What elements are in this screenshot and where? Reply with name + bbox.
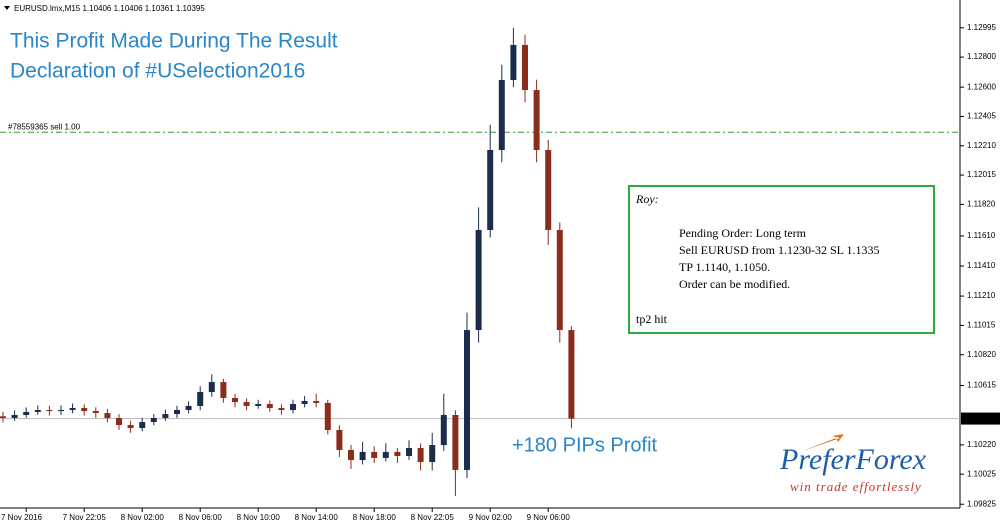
candle-body — [11, 414, 18, 418]
x-tick-label: 8 Nov 22:05 — [411, 513, 455, 522]
candle-body — [232, 397, 238, 403]
candle-body — [475, 229, 482, 331]
x-tick-label: 8 Nov 18:00 — [353, 513, 397, 522]
candle-body — [429, 445, 436, 463]
candle-body — [139, 422, 146, 429]
y-tick-label: 1.12600 — [967, 82, 996, 91]
candle-body — [69, 408, 76, 411]
y-tick-label: 1.11820 — [967, 200, 996, 209]
x-tick-label: 7 Nov 2016 — [1, 513, 42, 522]
candle-body — [313, 400, 320, 403]
candle-body — [533, 90, 540, 150]
order-label: #78559365 sell 1.00 — [8, 122, 81, 131]
candle-body — [498, 79, 505, 150]
x-tick-label: 9 Nov 06:00 — [527, 513, 571, 522]
x-tick-label: 8 Nov 10:00 — [237, 513, 281, 522]
y-tick-label: 1.11015 — [967, 320, 996, 329]
x-tick-label: 8 Nov 14:00 — [295, 513, 339, 522]
candle-body — [324, 402, 331, 430]
x-tick-label: 7 Nov 22:05 — [63, 513, 107, 522]
candle-body — [0, 416, 6, 418]
candle-body — [174, 410, 180, 415]
candle-body — [568, 330, 575, 419]
note-line: Sell EURUSD from 1.1230-32 SL 1.1335 — [679, 243, 880, 257]
logo-tagline: win trade effortlessly — [790, 479, 922, 494]
candle-body — [406, 448, 412, 456]
candle-body — [104, 413, 111, 418]
candle-body — [220, 382, 227, 398]
candle-body — [278, 408, 285, 411]
candle-body — [522, 44, 528, 91]
title-line: Declaration of #USelection2016 — [10, 60, 305, 83]
candle-body — [394, 451, 401, 456]
y-tick-label: 1.11210 — [967, 291, 996, 300]
note-line: Pending Order: Long term — [679, 226, 807, 240]
candle-body — [336, 429, 343, 450]
candle-body — [266, 403, 273, 409]
y-tick-label: 1.10820 — [967, 350, 996, 359]
candle-body — [46, 410, 53, 412]
candle-body — [92, 411, 99, 414]
candle-body — [116, 417, 122, 426]
x-tick-label: 9 Nov 02:00 — [469, 513, 513, 522]
candle-body — [440, 414, 447, 446]
candle-body — [371, 451, 378, 458]
candle-body — [127, 425, 134, 429]
candle-body — [487, 149, 494, 230]
candle-body — [382, 451, 389, 458]
candle-body — [452, 414, 459, 470]
y-tick-label: 1.10220 — [967, 440, 996, 449]
symbol-header: EURUSD.lmx,M15 1.10406 1.10406 1.10361 1… — [14, 4, 205, 13]
logo-arrow — [800, 434, 844, 452]
note-line: Order can be modified. — [679, 277, 790, 291]
candle-body — [255, 403, 262, 406]
title-line: This Profit Made During The Result — [10, 30, 338, 53]
candle-body — [185, 405, 192, 411]
candle-body — [58, 410, 64, 412]
candle-body — [359, 451, 366, 461]
y-tick-label: 1.12800 — [967, 52, 996, 61]
candle-body — [464, 330, 470, 470]
x-tick-label: 8 Nov 02:00 — [121, 513, 165, 522]
note-footer: tp2 hit — [636, 312, 668, 326]
y-tick-label: 1.11610 — [967, 231, 996, 240]
candle-body — [545, 149, 552, 230]
menu-arrow — [4, 6, 10, 10]
y-tick-label: 1.12995 — [967, 23, 996, 32]
candle-body — [556, 229, 563, 331]
candle-body — [34, 410, 41, 412]
x-tick-label: 8 Nov 06:00 — [179, 513, 223, 522]
candle-body — [417, 448, 424, 463]
price-label-box — [961, 412, 1000, 425]
y-tick-label: 1.12210 — [967, 141, 996, 150]
candle-body — [162, 414, 169, 418]
note-line: TP 1.1140, 1.1050. — [679, 260, 770, 274]
price-label: 1.10395 — [967, 414, 996, 423]
y-tick-label: 1.09825 — [967, 499, 996, 508]
annotation: +180 PIPs Profit — [512, 434, 658, 456]
candle-body — [290, 403, 296, 411]
candle-body — [150, 417, 157, 423]
candle-body — [348, 449, 354, 461]
candle-body — [23, 411, 30, 415]
y-tick-label: 1.12015 — [967, 170, 996, 179]
note-heading: Roy: — [635, 192, 659, 206]
logo: PreferForex — [779, 443, 927, 476]
note-box — [628, 185, 935, 334]
candle-body — [243, 402, 250, 406]
candle-body — [208, 382, 215, 392]
candle-body — [197, 391, 204, 406]
y-tick-label: 1.10615 — [967, 381, 996, 390]
candle-body — [81, 408, 88, 412]
candle-body — [510, 44, 517, 80]
y-tick-label: 1.11410 — [967, 261, 996, 270]
y-tick-label: 1.10025 — [967, 469, 996, 478]
y-tick-label: 1.12405 — [967, 112, 996, 121]
candle-body — [301, 400, 308, 404]
